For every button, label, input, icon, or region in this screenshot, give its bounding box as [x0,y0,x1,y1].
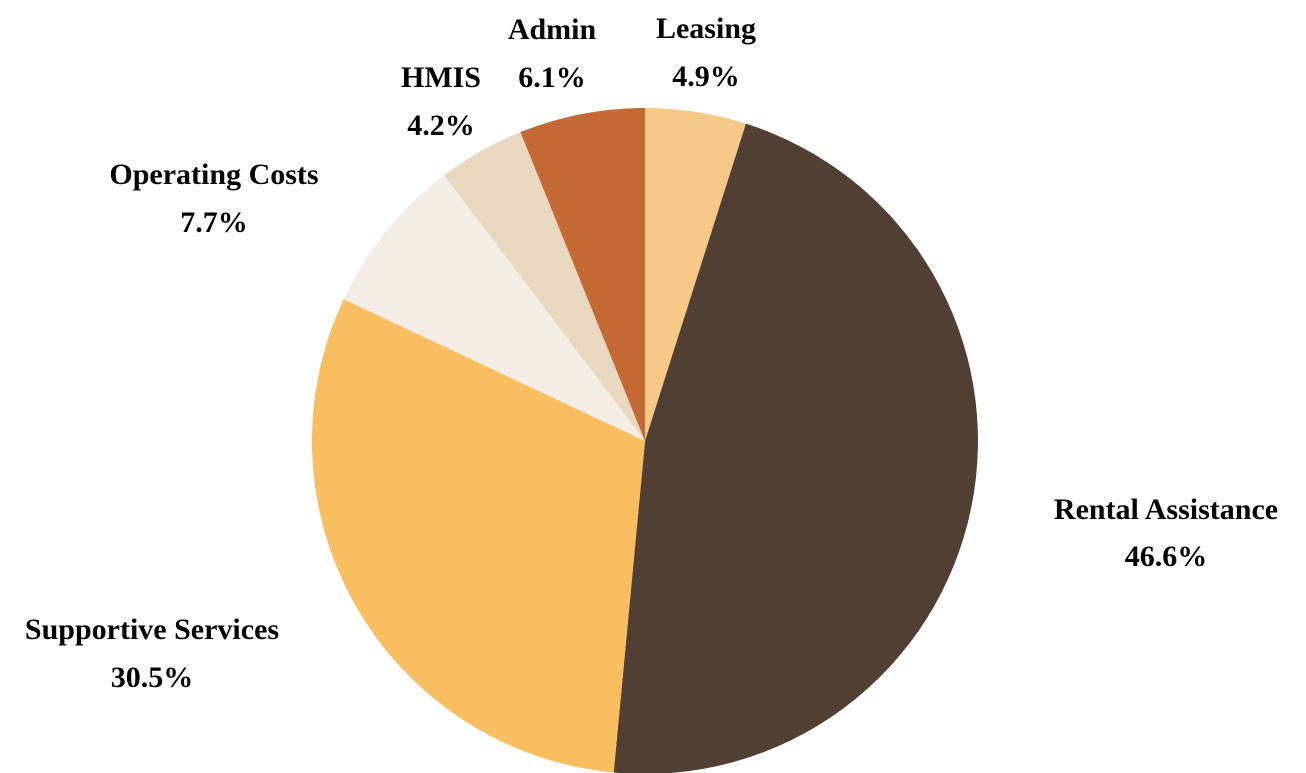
slice-name-label: Operating Costs [109,158,318,191]
slice-name-label: Rental Assistance [1054,493,1278,526]
slice-value-label: 6.1% [518,61,586,94]
pie-slices [312,108,978,773]
pie-labels: Leasing 4.9% Rental Assistance 46.6% Support… [25,12,1278,694]
pie-slice-hmis [444,132,645,441]
pie-slice-supportive-services [312,299,645,773]
slice-name-label: Supportive Services [25,613,279,646]
slice-value-label: 4.2% [407,109,475,142]
pie-slice-admin [520,108,645,441]
slice-value-label: 4.9% [672,60,740,93]
slice-name-label: Leasing [656,12,756,45]
slice-name-label: Admin [508,13,597,46]
pie-slice-leasing [645,108,746,441]
slice-value-label: 7.7% [180,206,248,239]
pie-slice-rental-assistance [613,123,978,773]
slice-name-label: HMIS [401,61,481,94]
pie-slice-operating-costs [343,175,645,441]
slice-value-label: 30.5% [111,661,194,694]
slice-value-label: 46.6% [1125,540,1208,573]
